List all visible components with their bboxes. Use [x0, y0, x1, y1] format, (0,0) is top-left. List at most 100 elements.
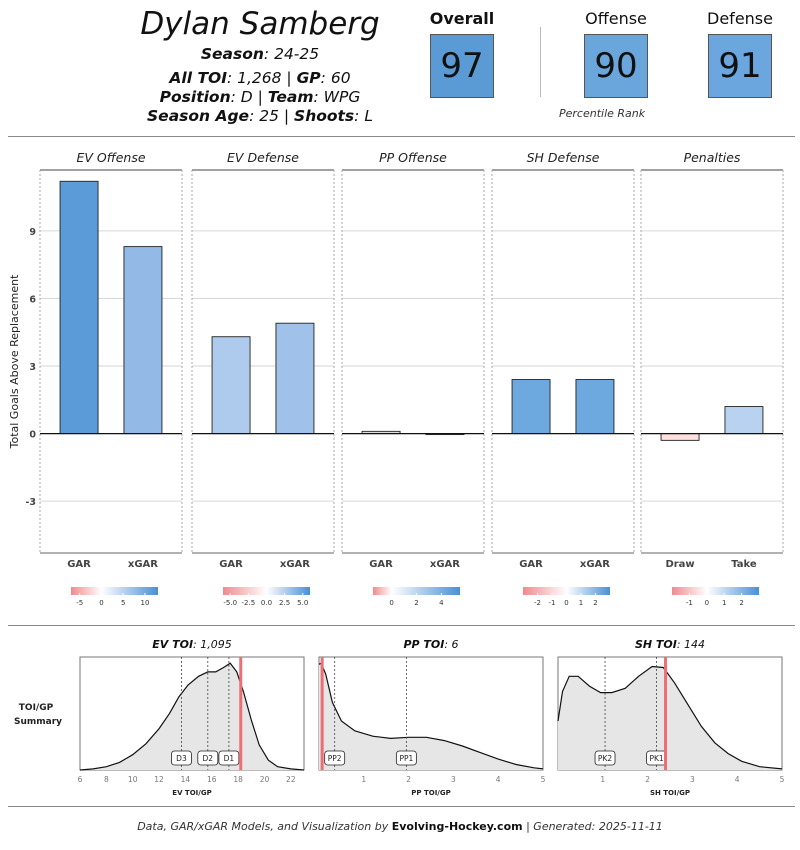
role-marker-label: PK2: [598, 754, 612, 763]
density-title-sep: :: [193, 638, 200, 651]
legend-tick-label: 0: [389, 599, 393, 607]
gp-label: GP: [296, 69, 321, 87]
x-tick-label: 14: [181, 775, 191, 784]
density-title-sep: :: [677, 638, 684, 651]
x-category-label: GAR: [219, 559, 243, 570]
x-category-label: GAR: [519, 559, 543, 570]
role-marker-box: [324, 750, 346, 766]
team-label: Team: [267, 88, 314, 106]
age-value: 25: [259, 107, 279, 125]
defense-label: Defense: [707, 9, 773, 28]
legend-tick-label: 2: [414, 599, 418, 607]
panel-title: EV Offense: [76, 150, 145, 165]
density-curve: [557, 665, 783, 770]
legend-tick-label: -1: [549, 599, 556, 607]
legend-tick-label: -1: [686, 599, 693, 607]
y-tick-label: -3: [25, 497, 36, 508]
density-panel-pp-toi: PP TOI: 6 PP2 PP1 1 2 3 4 5 PP TOI/GP: [318, 638, 546, 797]
x-tick-label: 5: [541, 775, 546, 784]
y-tick-label: 6: [29, 294, 36, 305]
bar-gar: [59, 180, 99, 435]
footer-prefix: Data, GAR/xGAR Models, and Visualization…: [137, 820, 389, 833]
x-tick-label: 2: [645, 775, 650, 784]
x-axis-label: PP TOI/GP: [411, 789, 450, 797]
legend-tick-label: 0.0: [261, 599, 272, 607]
legend-tick-label: 5: [121, 599, 125, 607]
legend-tick-label: -5.0: [223, 599, 237, 607]
x-category-label: Draw: [665, 559, 694, 570]
panel-pp-offense: PP Offense GAR xGAR 0 2 4: [341, 150, 485, 607]
offense-label: Offense: [585, 9, 647, 28]
x-tick-label: 8: [104, 775, 109, 784]
x-tick-label: 6: [78, 775, 83, 784]
density-panel-ev-toi: EV TOI: 1,095 D3 D2 D1 6 8 10 12 14 16 18 20 22 EV TO…: [78, 638, 305, 797]
x-tick-label: 22: [286, 775, 296, 784]
shoots-label: Shoots: [294, 107, 355, 125]
x-category-label: Take: [731, 559, 757, 570]
overall-label: Overall: [429, 9, 495, 28]
team-value: WPG: [323, 88, 361, 106]
role-marker-box: [197, 750, 219, 766]
footer-brand[interactable]: Evolving-Hockey.com: [391, 820, 523, 833]
x-tick-label: 10: [128, 775, 138, 784]
role-marker-box: [171, 750, 192, 766]
toi-side-label: Summary: [14, 717, 62, 727]
y-tick-label: 9: [29, 227, 36, 238]
bar-gar: [211, 336, 251, 435]
density-area: [319, 663, 543, 770]
legend-tick-label: 0: [705, 599, 709, 607]
x-axis-label: EV TOI/GP: [172, 789, 211, 797]
x-tick-label: 4: [735, 775, 740, 784]
legend-colorbar: [672, 587, 759, 595]
role-marker-label: D3: [176, 754, 187, 763]
legend-tick-label: 2: [739, 599, 743, 607]
density-panel-sh-toi: SH TOI: 144 PK2 PK1 1 2 3 4 5 SH TOI/GP: [557, 638, 785, 797]
legend-tick-label: -2.5: [242, 599, 256, 607]
legend-tick-label: 1: [579, 599, 583, 607]
x-axis-label: SH TOI/GP: [650, 789, 690, 797]
legend-tick-label: 10: [140, 599, 149, 607]
x-tick-label: 12: [154, 775, 164, 784]
x-tick-label: 2: [406, 775, 411, 784]
legend-tick-label: 0: [564, 599, 568, 607]
y-axis-label: Total Goals Above Replacement: [8, 274, 21, 449]
footer: Data, GAR/xGAR Models, and Visualization…: [0, 820, 800, 833]
x-tick-label: 1: [600, 775, 605, 784]
footer-rule: [8, 806, 795, 807]
position-line: Position: D | Team: WPG: [159, 88, 361, 106]
density-title-value: 1,095: [200, 638, 232, 651]
role-marker-label: PK1: [649, 754, 663, 763]
position-label: Position: [159, 88, 231, 106]
density-area: [80, 663, 304, 770]
x-tick-label: 20: [260, 775, 270, 784]
density-title: SH TOI: 144: [635, 638, 705, 651]
toi-line: All TOI: 1,268 | GP: 60: [169, 69, 351, 87]
density-title: PP TOI: 6: [403, 638, 458, 651]
age-label: Season Age: [147, 107, 250, 125]
x-tick-label: 3: [451, 775, 456, 784]
legend-tick-label: 1: [722, 599, 726, 607]
role-marker-box: [594, 750, 616, 766]
legend-tick-label: 4: [439, 599, 444, 607]
player-name: Dylan Samberg: [140, 6, 380, 42]
panel-penalties: Penalties Draw Take -1 0 1 2: [640, 150, 784, 607]
panel-title: Penalties: [684, 150, 741, 165]
density-title-value: 144: [684, 638, 705, 651]
density-title-sep: :: [444, 638, 451, 651]
position-value: D: [240, 88, 253, 106]
role-marker-label: D1: [224, 754, 235, 763]
role-marker-box: [395, 750, 417, 766]
panel-ev-offense: EV Offense GAR xGAR -5 0 5 10: [39, 150, 183, 607]
legend-tick-label: -2: [534, 599, 541, 607]
toi-label: All TOI: [169, 69, 227, 87]
x-category-label: GAR: [369, 559, 393, 570]
density-title-value: 6: [452, 638, 459, 651]
legend-tick-label: 5.0: [297, 599, 308, 607]
panel-title: EV Defense: [227, 150, 299, 165]
season-label: Season: [200, 45, 264, 63]
x-category-label: GAR: [67, 559, 91, 570]
middle-rule: [8, 625, 795, 626]
x-category-label: xGAR: [280, 559, 310, 570]
